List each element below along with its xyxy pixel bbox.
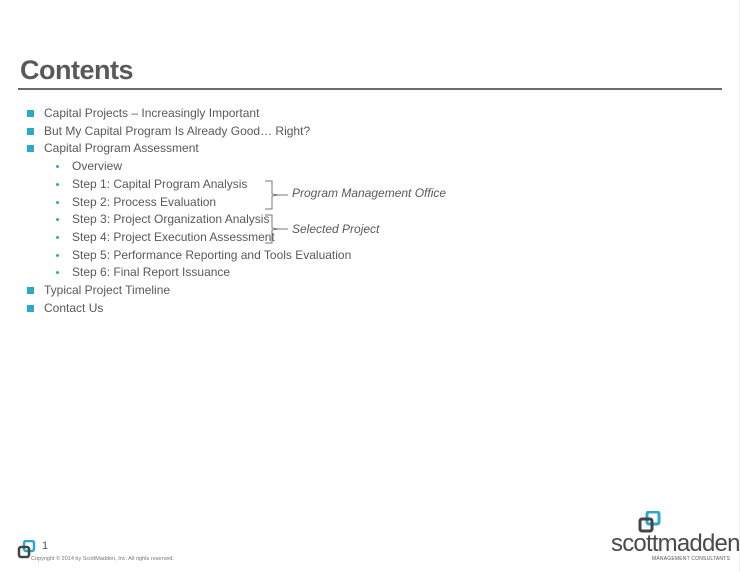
dot-bullet-icon bbox=[56, 218, 59, 222]
square-bullet-icon bbox=[27, 110, 34, 117]
square-bullet-icon bbox=[27, 304, 34, 312]
logo-mark-icon bbox=[17, 540, 36, 559]
list-item: Typical Project Timeline bbox=[44, 283, 171, 297]
copyright: Copyright © 2014 by ScottMadden, Inc. Al… bbox=[31, 556, 174, 562]
brand-name: scottmadden bbox=[611, 530, 740, 557]
list-item: Capital Projects – Increasingly Importan… bbox=[44, 106, 260, 120]
list-item: Step 4: Project Execution Assessment bbox=[72, 229, 275, 244]
dot-bullet-icon bbox=[56, 182, 59, 186]
dot-bullet-icon bbox=[56, 235, 59, 239]
bracket-icon bbox=[265, 180, 288, 210]
page-number: 1 bbox=[42, 540, 49, 552]
square-bullet-icon bbox=[27, 287, 34, 294]
dot-bullet-icon bbox=[56, 253, 59, 257]
brand-logo-icon bbox=[638, 511, 661, 533]
group-label-pmo: Program Management Office bbox=[292, 186, 447, 200]
square-bullet-icon bbox=[27, 145, 34, 153]
bracket-icon bbox=[265, 214, 288, 244]
list-item: Overview bbox=[72, 159, 123, 174]
brand-tagline: MANAGEMENT CONSULTANTS bbox=[652, 556, 731, 562]
page-title: Contents bbox=[20, 55, 134, 85]
list-item: Capital Program Assessment bbox=[44, 141, 199, 156]
dot-bullet-icon bbox=[56, 200, 59, 204]
dot-bullet-icon bbox=[56, 271, 59, 275]
list-item: Contact Us bbox=[44, 300, 104, 315]
dot-bullet-icon bbox=[56, 165, 59, 169]
square-bullet-icon bbox=[27, 127, 34, 135]
list-item: Step 1: Capital Program Analysis bbox=[72, 176, 248, 191]
list-item: But My Capital Program Is Already Good… … bbox=[44, 123, 311, 138]
list-item: Step 2: Process Evaluation bbox=[72, 194, 217, 209]
group-label-selected-project: Selected Project bbox=[292, 222, 380, 236]
title-divider bbox=[18, 88, 722, 90]
list-item: Step 5: Performance Reporting and Tools … bbox=[72, 247, 352, 262]
list-item: Step 3: Project Organization Analysis bbox=[72, 212, 270, 227]
list-item: Step 6: Final Report Issuance bbox=[72, 265, 231, 280]
